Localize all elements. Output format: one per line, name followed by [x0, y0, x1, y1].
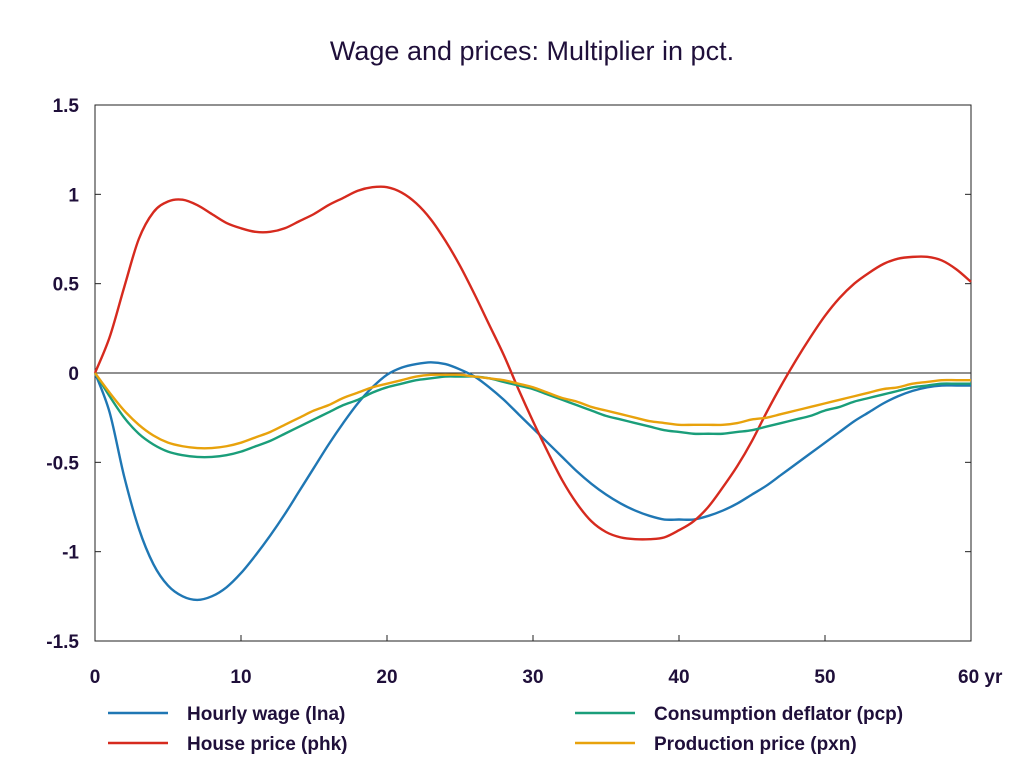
- series-group: [93, 185, 972, 602]
- legend-label: Production price (pxn): [654, 734, 857, 755]
- y-tick-label: 1: [68, 185, 79, 206]
- x-tick-label: 20: [376, 667, 397, 688]
- chart-title: Wage and prices: Multiplier in pct.: [330, 36, 734, 66]
- series-line: [94, 372, 971, 450]
- legend-label: House price (phk): [187, 734, 347, 755]
- x-tick-label: 60 yr: [958, 667, 1003, 688]
- y-tick-label: -1.5: [46, 632, 79, 653]
- y-tick-label: 0.5: [53, 275, 80, 296]
- legend: Hourly wage (lna) House price (phk) Consum…: [108, 704, 903, 755]
- axis-ticks: 1.5 1 0.5 0 -0.5 -1 -1.5 0 10 20 30 40 50 60 yr: [46, 96, 1003, 688]
- y-tick-label: -1: [62, 543, 79, 564]
- y-tick-label: -0.5: [46, 453, 79, 474]
- x-tick-label: 50: [814, 667, 835, 688]
- legend-label: Consumption deflator (pcp): [654, 704, 903, 725]
- y-tick-label: 1.5: [53, 96, 80, 117]
- series-line: [93, 185, 972, 541]
- x-tick-label: 40: [668, 667, 689, 688]
- x-tick-label: 30: [522, 667, 543, 688]
- x-tick-label: 10: [230, 667, 251, 688]
- legend-label: Hourly wage (lna): [187, 704, 345, 725]
- series-line: [93, 361, 971, 602]
- series-line: [93, 372, 971, 459]
- y-tick-label: 0: [68, 364, 79, 385]
- x-tick-label: 0: [90, 667, 101, 688]
